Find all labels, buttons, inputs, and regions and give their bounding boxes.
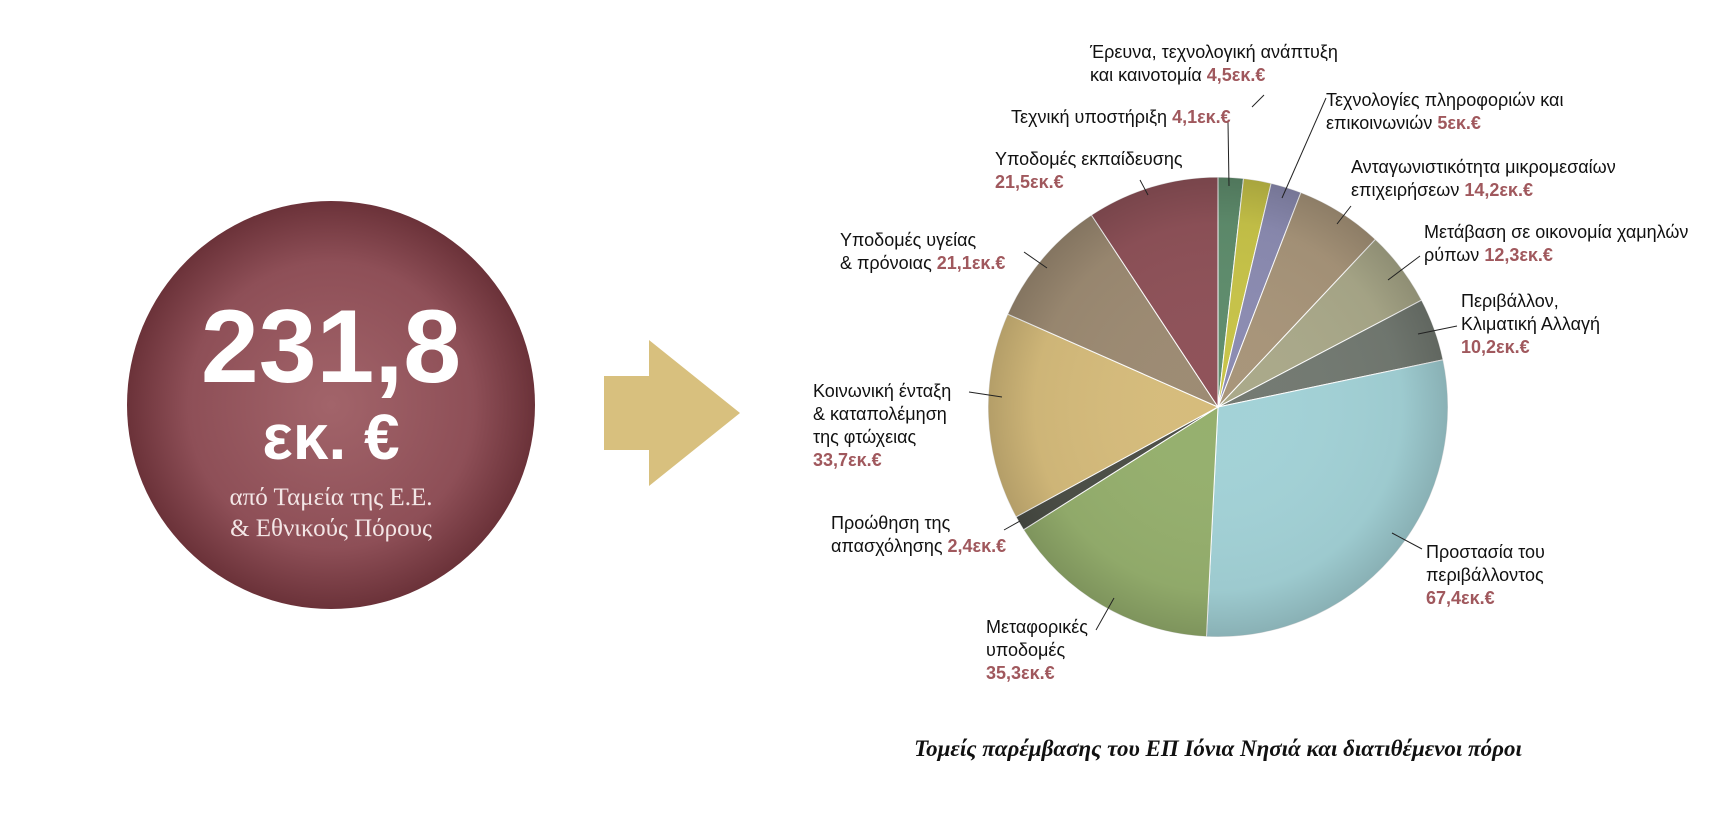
total-source-line1: από Ταμεία της Ε.Ε. xyxy=(230,484,433,511)
slice-label-line: Προστασία του xyxy=(1426,542,1545,562)
chart-title: Τομείς παρέμβασης του ΕΠ Ιόνια Νησιά και… xyxy=(914,736,1522,761)
slice-label-line: υποδομές xyxy=(986,640,1065,660)
leader-line xyxy=(1227,121,1230,187)
leader-line xyxy=(1023,251,1048,269)
leader-lines xyxy=(968,94,1458,631)
slice-label-line: & καταπολέμηση xyxy=(813,404,947,424)
slice-label: Περιβάλλον, Κλιματική Αλλαγή 10,2εκ.€ xyxy=(1461,291,1600,357)
slice-label-line: Έρευνα, τεχνολογική ανάπτυξη xyxy=(1089,42,1338,62)
leader-line xyxy=(968,391,1003,398)
slice-label: Μεταφορικές υποδομές 35,3εκ.€ xyxy=(986,617,1088,683)
slice-value: 33,7εκ.€ xyxy=(813,450,882,470)
slice-label-line: & πρόνοιας xyxy=(840,253,932,273)
pie-chart xyxy=(987,176,1449,638)
slice-label-line: Υποδομές υγείας xyxy=(840,230,977,250)
total-circle xyxy=(127,201,535,609)
slice-value: 67,4εκ.€ xyxy=(1426,588,1495,608)
leader-line xyxy=(1095,597,1115,631)
slice-label-line: περιβάλλοντος xyxy=(1426,565,1544,585)
leader-line xyxy=(1139,179,1149,196)
slice-value: 2,4εκ.€ xyxy=(943,536,1007,556)
slice-value: 21,1εκ.€ xyxy=(932,253,1006,273)
slice-label-line: Μετάβαση σε οικονομία χαμηλών xyxy=(1424,222,1688,242)
slice-label: Έρευνα, τεχνολογική ανάπτυξη και καινοτομ… xyxy=(1089,42,1338,85)
slice-value: 4,1εκ.€ xyxy=(1167,107,1231,127)
total-source-line2: & Εθνικούς Πόρους xyxy=(230,515,432,542)
slice-label-line: της φτώχειας xyxy=(813,427,917,447)
slice-label: Ανταγωνιστικότητα μικρομεσαίων επιχειρήσε… xyxy=(1351,157,1616,200)
slice-label: Κοινωνική ένταξη & καταπολέμηση της φτώχει… xyxy=(813,381,951,470)
slice-label: Προστασία του περιβάλλοντος 67,4εκ.€ xyxy=(1426,542,1545,608)
leader-line xyxy=(1387,255,1421,281)
total-unit: εκ. € xyxy=(262,401,399,473)
slice-label-line: επιχειρήσεων xyxy=(1351,180,1459,200)
slice-label-line: Τεχνολογίες πληροφοριών και xyxy=(1326,90,1563,110)
slice-value: 4,5εκ.€ xyxy=(1202,65,1266,85)
slice-label-line: Μεταφορικές xyxy=(986,617,1088,637)
slice-label-line: Υποδομές εκπαίδευσης xyxy=(995,149,1183,169)
slice-labels: Έρευνα, τεχνολογική ανάπτυξη και καινοτομ… xyxy=(813,42,1688,683)
slice-label: Υποδομές εκπαίδευσης 21,5εκ.€ xyxy=(995,149,1183,192)
slice-label-line: Προώθηση της xyxy=(831,513,951,533)
slice-value: 10,2εκ.€ xyxy=(1461,337,1530,357)
slice-label-line: Κοινωνική ένταξη xyxy=(813,381,951,401)
leader-line xyxy=(1391,532,1423,550)
slice-label-line: ρύπων xyxy=(1424,245,1479,265)
slice-label: Προώθηση της απασχόλησης 2,4εκ.€ xyxy=(831,513,1006,556)
slice-value: 5εκ.€ xyxy=(1432,113,1481,133)
total-block: 231,8 εκ. € από Ταμεία της Ε.Ε. & Εθνικο… xyxy=(127,201,535,609)
slice-label-line: Τεχνική υποστήριξη xyxy=(1011,107,1167,127)
slice-label-line: επικοινωνιών xyxy=(1326,113,1432,133)
slice-label: Μετάβαση σε οικονομία χαμηλών ρύπων 12,3ε… xyxy=(1424,222,1688,265)
slice-label-line: Κλιματική Αλλαγή xyxy=(1461,314,1600,334)
slice-label-line: και καινοτομία xyxy=(1090,65,1202,85)
slice-label: Τεχνική υποστήριξη 4,1εκ.€ xyxy=(1011,107,1231,127)
slice-value: 35,3εκ.€ xyxy=(986,663,1055,683)
slice-label: Υποδομές υγείας & πρόνοιας 21,1εκ.€ xyxy=(840,230,1005,273)
slice-label-line: Ανταγωνιστικότητα μικρομεσαίων xyxy=(1351,157,1616,177)
leader-line xyxy=(1281,97,1327,199)
leader-line xyxy=(1003,520,1021,531)
slice-value: 12,3εκ.€ xyxy=(1479,245,1553,265)
leader-line xyxy=(1336,205,1352,225)
slice-value: 14,2εκ.€ xyxy=(1459,180,1533,200)
leader-line xyxy=(1251,94,1265,108)
total-amount: 231,8 xyxy=(201,289,461,405)
slice-label-line: Περιβάλλον, xyxy=(1461,291,1559,311)
slice-value: 21,5εκ.€ xyxy=(995,172,1064,192)
slice-label-line: απασχόλησης xyxy=(831,536,943,556)
slice-label: Τεχνολογίες πληροφοριών και επικοινωνιών … xyxy=(1326,90,1563,133)
pie-slice xyxy=(1205,359,1449,638)
right-arrow-icon xyxy=(604,340,740,486)
leader-line xyxy=(1417,325,1458,335)
